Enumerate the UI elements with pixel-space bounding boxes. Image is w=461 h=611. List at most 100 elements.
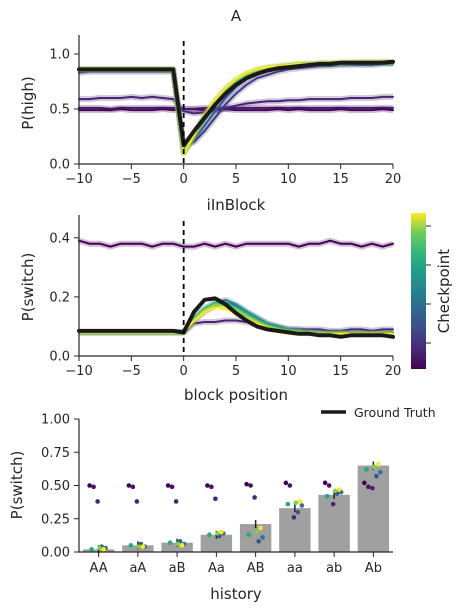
checkpoint-point [91,484,96,490]
checkpoint-point [213,496,218,502]
panel-pswitch-lines [77,237,395,339]
colorbar-label: Checkpoint [435,249,453,334]
checkpoint-point [244,481,249,487]
colorbar: Checkpoint [411,213,453,369]
y-tick-label: 0.00 [41,546,70,561]
checkpoint-point [376,461,381,467]
y-tick-label: 1.0 [49,48,70,63]
checkpoint-point [326,483,332,488]
checkpoint-point [258,525,263,531]
bar-Ab [357,465,390,552]
x-tick-label: 5 [232,364,240,379]
checkpoint-point [336,487,342,492]
checkpoint-point [366,484,371,490]
checkpoint-point [330,501,336,507]
series-line-1 [78,106,394,110]
colorbar-ticks [426,225,431,344]
legend: Ground Truth [321,405,436,420]
checkpoint-point [165,483,171,488]
checkpoint-point [169,484,175,490]
x-tick-label: AB [247,561,265,576]
x-tick-label: aA [129,561,146,576]
bar-AB [239,524,272,552]
checkpoint-point [378,469,383,475]
checkpoint-point [248,483,253,488]
ground-truth-line [77,296,395,339]
x-tick-label: −5 [122,364,141,379]
checkpoint-point [285,501,291,507]
series-line-0 [78,108,394,112]
x-tick-label: 15 [332,364,349,379]
y-tick-label: 0.75 [41,446,70,461]
x-tick-label: 15 [332,172,349,187]
panel-pswitch-axes: −10 −5 0 5 10 15 20 0.0 0.2 0.4 [49,215,401,379]
x-tick-label: Aa [208,561,225,576]
checkpoint-point [134,499,140,504]
checkpoint-point [87,483,92,488]
x-tick-label: ab [326,561,342,576]
panel-history-axes: AA aA aB Aa AB aa ab Ab 0.00 0.25 0.50 0.75 1.00 [41,413,393,576]
x-tick-label: −10 [65,364,92,379]
panel-phigh-title: A [231,7,242,25]
legend-label: Ground Truth [354,405,436,420]
y-tick-label: 0.0 [49,158,70,173]
panel-history-points [87,461,383,552]
checkpoint-point [293,500,299,506]
checkpoint-point [219,529,224,535]
x-tick-label: −5 [122,172,141,187]
panel-history: AA aA aB Aa AB aa ab Ab 0.00 0.25 0.50 0.75 1.00 Gro… [8,405,436,603]
y-tick-label: 0.4 [49,231,70,246]
checkpoint-point [295,509,301,515]
checkpoint-point [179,543,185,548]
y-tick-label: 0.25 [41,512,70,527]
bar-aB [161,542,193,552]
checkpoint-point [215,531,220,536]
x-tick-label: 0 [180,364,188,379]
panel-history-bars [82,461,390,554]
checkpoint-point [370,485,375,491]
x-tick-label: 0 [180,172,188,187]
checkpoint-point [130,484,136,490]
x-tick-label: AA [90,561,108,576]
panel-phigh-ylabel: P(high) [19,76,37,129]
x-tick-label: 10 [280,364,297,379]
checkpoint-point [291,515,297,520]
series-line-3 [78,62,394,148]
checkpoint-point [207,532,212,538]
series-line-0 [78,239,394,248]
checkpoint-point [128,543,134,548]
checkpoint-point [362,480,367,486]
x-tick-label: −10 [65,172,92,187]
panel-phigh-lines [77,58,395,158]
series-line-2 [78,95,394,115]
checkpoint-point [297,499,303,504]
checkpoint-point [252,495,257,500]
checkpoint-point [283,480,289,486]
panel-pswitch-ylabel: P(switch) [19,253,37,322]
checkpoint-point [89,547,94,552]
panel-history-xlabel: history [210,585,262,603]
panel-phigh: A −10 −5 0 5 10 15 20 0.0 0.5 1.0 iInBlock P(high… [19,7,401,214]
x-tick-label: aB [169,561,186,576]
checkpoint-point [287,483,293,488]
panel-history-ylabel: P(switch) [8,451,26,520]
checkpoint-point [364,467,369,472]
x-tick-label: aa [287,561,303,576]
y-tick-label: 0.5 [49,103,70,118]
checkpoint-point [322,480,328,486]
checkpoint-point [254,529,259,535]
bar-Aa [200,534,233,552]
x-tick-label: 5 [232,172,240,187]
checkpoint-point [374,473,379,479]
checkpoint-point [95,499,100,504]
x-tick-label: 20 [385,172,402,187]
panel-pswitch: −10 −5 0 5 10 15 20 0.0 0.2 0.4 block position P(… [19,215,401,404]
checkpoint-point [140,544,146,549]
y-tick-label: 1.00 [41,413,70,428]
y-tick-label: 0.50 [41,479,70,494]
checkpoint-point [126,483,132,488]
checkpoint-point [246,532,251,538]
x-tick-label: 20 [385,364,402,379]
panel-pswitch-xlabel: block position [184,386,288,404]
